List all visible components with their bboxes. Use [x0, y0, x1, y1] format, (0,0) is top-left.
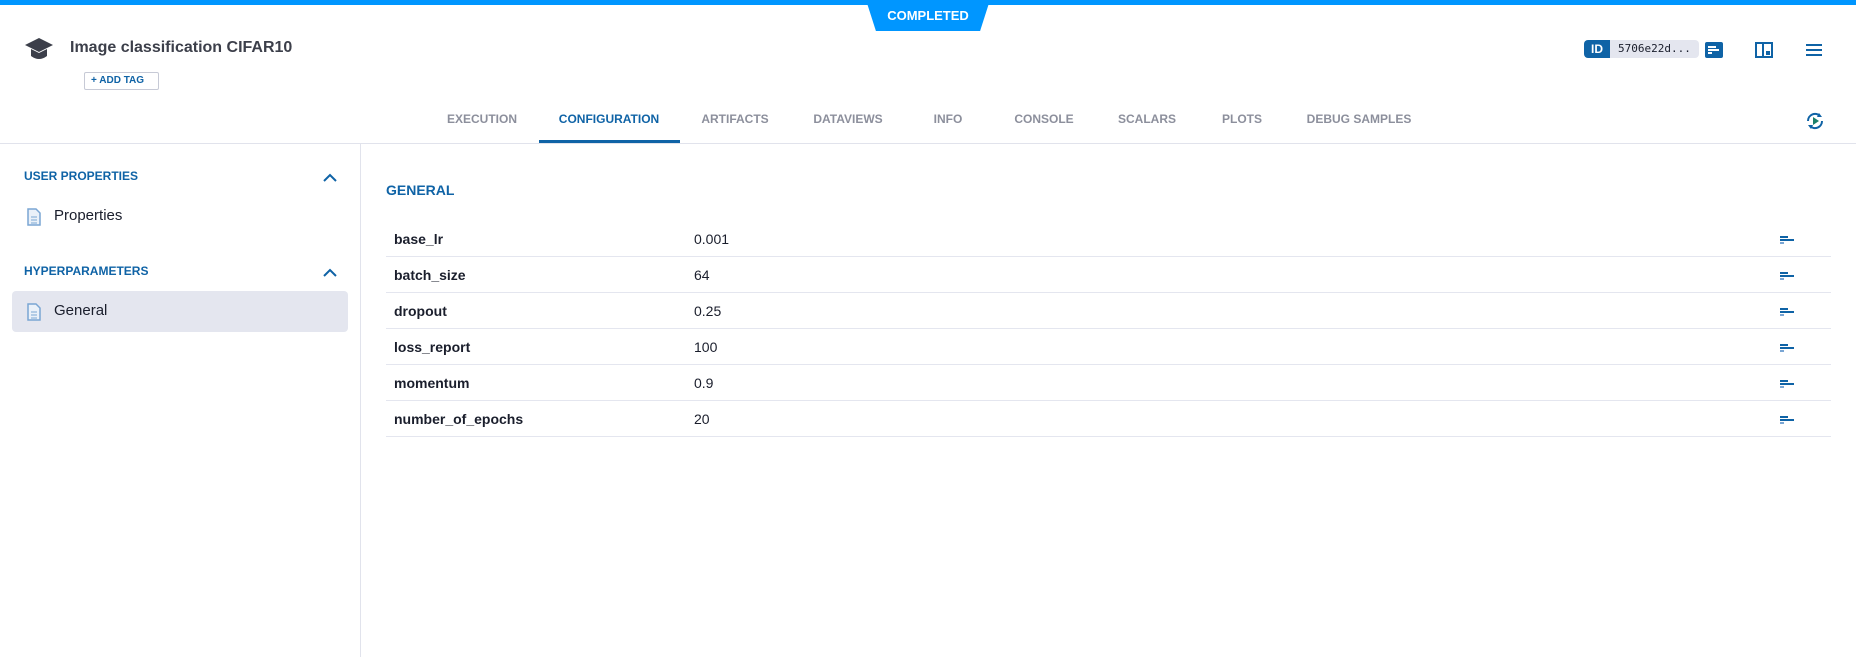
description-icon[interactable]	[1780, 236, 1796, 246]
section-user-properties: USER PROPERTIES	[24, 169, 139, 183]
document-icon	[27, 208, 41, 226]
section-hyperparameters: HYPERPARAMETERS	[24, 264, 149, 278]
param-name: dropout	[394, 303, 447, 319]
table-row: momentum 0.9	[386, 365, 1831, 401]
sidebar-item-properties[interactable]: Properties	[12, 196, 348, 237]
table-row: number_of_epochs 20	[386, 401, 1831, 437]
param-value: 0.001	[694, 231, 730, 247]
param-name: momentum	[394, 375, 470, 391]
tab-execution[interactable]: EXECUTION	[446, 112, 518, 126]
section-title: GENERAL	[386, 182, 455, 198]
document-icon	[27, 303, 41, 321]
param-value: 0.9	[694, 375, 714, 391]
tab-debug-samples[interactable]: DEBUG SAMPLES	[1306, 112, 1412, 126]
sidebar-item-label: General	[54, 302, 108, 319]
experiment-title: Image classification CIFAR10	[70, 39, 293, 56]
param-value: 20	[694, 411, 710, 427]
table-row: base_lr 0.001	[386, 221, 1831, 257]
param-value: 0.25	[694, 303, 722, 319]
param-name: batch_size	[394, 267, 466, 283]
table-row: batch_size 64	[386, 257, 1831, 293]
info-panel-icon[interactable]	[1704, 40, 1724, 60]
param-name: number_of_epochs	[394, 411, 524, 427]
sidebar: USER PROPERTIES Properties HYPERPARAMETE…	[0, 144, 361, 657]
add-tag-button[interactable]: + ADD TAG	[84, 72, 160, 90]
sidebar-item-label: Properties	[54, 207, 123, 224]
menu-icon[interactable]	[1804, 40, 1824, 60]
chevron-up-icon[interactable]	[322, 266, 338, 278]
status-badge: COMPLETED	[866, 0, 990, 31]
param-value: 100	[694, 339, 718, 355]
tab-info[interactable]: INFO	[933, 112, 963, 126]
description-icon[interactable]	[1780, 380, 1796, 390]
autorefresh-icon[interactable]	[1804, 110, 1826, 132]
id-badge[interactable]: ID 5706e22d...	[1584, 40, 1699, 58]
chevron-up-icon[interactable]	[322, 171, 338, 183]
param-name: loss_report	[394, 339, 471, 355]
active-tab-indicator	[539, 140, 680, 143]
description-icon[interactable]	[1780, 308, 1796, 318]
tab-artifacts[interactable]: ARTIFACTS	[701, 112, 769, 126]
description-icon[interactable]	[1780, 272, 1796, 282]
tab-dataviews[interactable]: DATAVIEWS	[813, 112, 883, 126]
tab-plots[interactable]: PLOTS	[1221, 112, 1263, 126]
tab-scalars[interactable]: SCALARS	[1117, 112, 1177, 126]
description-icon[interactable]	[1780, 344, 1796, 354]
table-row: loss_report 100	[386, 329, 1831, 365]
table-row: dropout 0.25	[386, 293, 1831, 329]
param-value: 64	[694, 267, 710, 283]
params-table: base_lr 0.001 batch_size 64 dropout 0.25 loss_…	[386, 221, 1831, 437]
layout-icon[interactable]	[1754, 40, 1774, 60]
tab-bar: EXECUTION CONFIGURATION ARTIFACTS DATAVI…	[0, 100, 1856, 144]
param-name: base_lr	[394, 231, 444, 247]
id-value: 5706e22d...	[1610, 40, 1699, 58]
description-icon[interactable]	[1780, 416, 1796, 426]
id-label: ID	[1584, 40, 1610, 58]
sidebar-item-general[interactable]: General	[12, 291, 348, 332]
tab-configuration[interactable]: CONFIGURATION	[558, 112, 660, 126]
graduation-cap-icon	[25, 38, 53, 59]
tab-console[interactable]: CONSOLE	[1014, 112, 1074, 126]
